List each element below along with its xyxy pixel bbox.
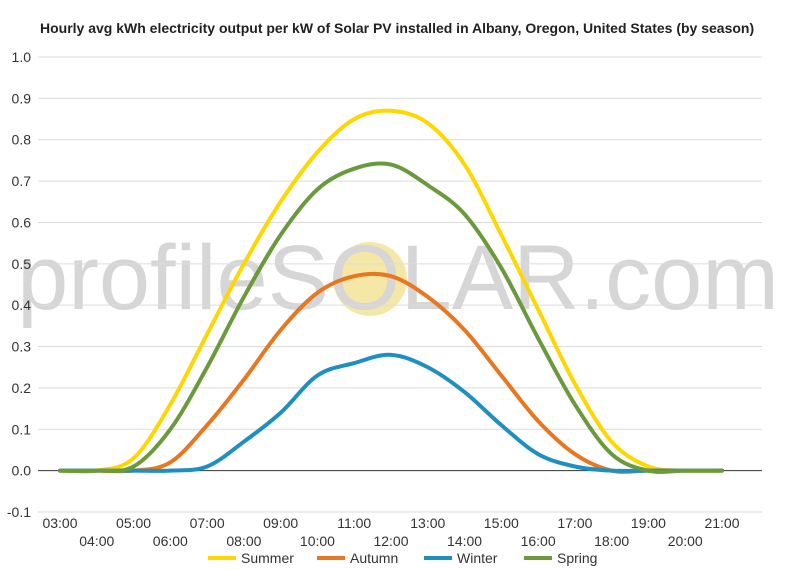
x-tick-label: 21:00 <box>704 515 739 531</box>
x-tick-label: 11:00 <box>337 515 371 531</box>
series-lines <box>58 108 724 474</box>
y-tick-label: 0.4 <box>12 297 32 313</box>
y-tick-label: 0.7 <box>12 173 32 189</box>
x-tick-label: 19:00 <box>631 515 666 531</box>
y-axis-tick-labels: 1.0 0.9 0.8 0.7 0.6 0.5 0.4 0.3 0.2 0.1 0.0 -0.1 <box>7 49 31 520</box>
x-tick-label: 03:00 <box>42 515 77 531</box>
x-tick-label: 15:00 <box>484 515 519 531</box>
y-tick-label: -0.1 <box>7 504 31 520</box>
x-tick-label: 10:00 <box>300 533 335 549</box>
series-line-summer <box>58 108 724 474</box>
series-line-spring <box>58 161 724 474</box>
x-tick-label: 07:00 <box>190 515 225 531</box>
x-tick-label: 06:00 <box>153 533 188 549</box>
y-tick-label: 0.3 <box>12 339 32 355</box>
y-tick-label: 1.0 <box>12 49 32 65</box>
y-tick-label: 0.0 <box>12 463 32 479</box>
chart-title: Hourly avg kWh electricity output per kW… <box>40 20 754 36</box>
legend-label-spring: Spring <box>557 550 597 566</box>
y-tick-label: 0.6 <box>12 214 32 230</box>
y-tick-label: 0.1 <box>12 421 32 437</box>
legend-label-autumn: Autumn <box>350 550 398 566</box>
x-tick-label: 08:00 <box>226 533 261 549</box>
legend-label-summer: Summer <box>241 550 294 566</box>
x-tick-label: 04:00 <box>79 533 114 549</box>
y-tick-label: 0.2 <box>12 380 32 396</box>
series-line-winter <box>58 352 724 473</box>
y-tick-label: 0.8 <box>12 132 32 148</box>
x-tick-label: 12:00 <box>373 533 408 549</box>
legend: Summer Autumn Winter Spring <box>208 550 597 566</box>
x-tick-label: 14:00 <box>447 533 482 549</box>
y-tick-label: 0.9 <box>12 90 32 106</box>
x-tick-label: 05:00 <box>116 515 151 531</box>
x-tick-label: 13:00 <box>410 515 445 531</box>
legend-label-winter: Winter <box>457 550 498 566</box>
x-tick-label: 09:00 <box>263 515 298 531</box>
x-axis-tick-labels: 03:0004:0005:0006:0007:0008:0009:0010:00… <box>42 515 739 549</box>
x-tick-label: 18:00 <box>594 533 629 549</box>
grid <box>38 56 762 513</box>
x-tick-label: 20:00 <box>668 533 703 549</box>
watermark-sun-icon <box>333 242 407 316</box>
y-tick-label: 0.5 <box>12 256 32 272</box>
x-tick-label: 16:00 <box>521 533 556 549</box>
x-tick-label: 17:00 <box>557 515 592 531</box>
